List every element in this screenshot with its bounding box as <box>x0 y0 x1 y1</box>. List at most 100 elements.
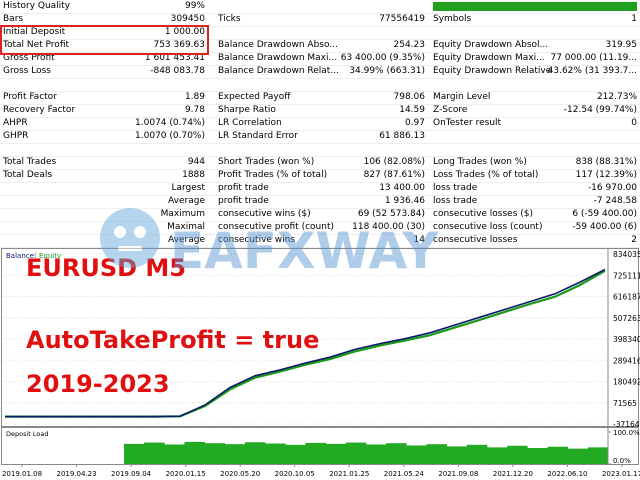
row-separator <box>0 169 640 170</box>
stat-label: Balance Drawdown Relat... <box>218 66 339 76</box>
row-separator <box>0 65 640 66</box>
x-tick-label: 2023.01.17 <box>602 470 640 478</box>
stat-value: 1 000.00 <box>164 27 205 37</box>
x-tick-label: 2019.09.04 <box>111 470 152 478</box>
load-bar <box>285 444 306 464</box>
stat-label: Profit Factor <box>3 92 57 102</box>
stat-value: 1 <box>631 14 637 24</box>
stat-value: 1888 <box>182 170 205 180</box>
row-separator <box>0 78 640 79</box>
stat-label: consecutive losses <box>433 235 518 245</box>
stat-value: 106 (82.08%) <box>363 157 425 167</box>
row-separator <box>0 195 640 196</box>
stat-value: 1.89 <box>184 92 205 102</box>
load-bar <box>406 445 427 464</box>
stat-value: 77556419 <box>379 14 425 24</box>
overlay-text: 2019-2023 <box>26 370 170 398</box>
stat-value: 14 <box>413 235 425 245</box>
load-bar <box>567 448 589 464</box>
x-tick-label: 2021.01.25 <box>329 470 369 478</box>
stat-value: Average <box>168 196 205 206</box>
stat-label: Profit Trades (% of total) <box>218 170 328 180</box>
stat-value: -848 083.78 <box>150 66 205 76</box>
stat-value: Maximal <box>167 222 205 232</box>
row-separator <box>0 104 640 105</box>
highlight-box <box>0 25 209 55</box>
load-bar <box>487 447 508 464</box>
load-bar <box>144 442 165 464</box>
stat-label: Total Net Profit <box>3 40 70 50</box>
stat-value: 6 (-59 400.00) <box>572 209 637 219</box>
load-bar <box>386 443 407 464</box>
stat-value: 13 400.00 <box>379 183 425 193</box>
load-bar <box>325 443 347 464</box>
legend-item: Equity <box>39 252 61 260</box>
stat-label: loss trade <box>433 196 478 206</box>
row-separator <box>0 208 640 209</box>
stat-label: OnTester result <box>433 118 502 128</box>
stat-value: 254.23 <box>393 40 426 50</box>
x-tick-label: 2020.01.15 <box>166 470 206 478</box>
stat-label: profit trade <box>218 196 269 206</box>
load-bar <box>305 442 326 464</box>
stat-label: Symbols <box>433 14 472 24</box>
stat-label: Total Trades <box>3 157 57 167</box>
stat-label: LR Standard Error <box>218 131 298 141</box>
stat-label: consecutive profit (count) <box>218 222 334 232</box>
stat-label: History Quality <box>3 1 71 11</box>
y-tick-label: 616187 <box>613 293 640 302</box>
chart: 834035 725111 616187 507263 398340 289416 1804… <box>1 248 640 478</box>
stat-value: Largest <box>171 183 205 193</box>
x-tick-label: 2021.09.08 <box>438 470 478 478</box>
x-tick-label: 2020.10.05 <box>275 470 315 478</box>
x-tick-label: 2019.01.08 <box>2 470 42 478</box>
stat-value: 117 (12.39%) <box>575 170 637 180</box>
stat-value: 944 <box>187 157 205 167</box>
row-separator <box>0 52 640 53</box>
stat-label: Sharpe Ratio <box>218 105 276 115</box>
load-bar <box>446 446 468 464</box>
stat-label: GHPR <box>3 131 29 141</box>
row-separator <box>0 234 640 235</box>
stat-label: Bars <box>3 14 24 24</box>
load-bar <box>366 444 387 464</box>
stat-label: LR Correlation <box>218 118 282 128</box>
history-bar <box>433 2 637 11</box>
load-bar <box>184 441 205 464</box>
row-separator <box>0 221 640 222</box>
stat-value: -7 248.58 <box>593 196 637 206</box>
plot-frame <box>1 248 639 427</box>
stat-label: Equity Drawdown Absol... <box>433 40 549 50</box>
stat-label: Expected Payoff <box>218 92 291 102</box>
stat-value: 2 <box>631 235 637 245</box>
load-bar <box>245 442 266 464</box>
load-title: Deposit Load <box>6 430 49 438</box>
stat-value: 0 <box>631 118 637 128</box>
stat-value: 309450 <box>170 14 205 24</box>
load-bar <box>124 443 145 464</box>
stat-value: 118 400.00 (30) <box>352 222 425 232</box>
load-bar <box>527 448 548 464</box>
y-tick-label: 71565 <box>613 399 637 408</box>
stat-value: 1 601 453.41 <box>144 53 205 63</box>
y-tick-label: 289416 <box>613 356 640 365</box>
x-tick-label: 2020.05.20 <box>220 470 260 478</box>
stat-value: 43.62% (31 393.7... <box>547 66 637 76</box>
stat-label: Short Trades (won %) <box>218 157 315 167</box>
y-tick-label: 398340 <box>613 335 640 344</box>
stat-label: Z-Score <box>433 105 468 115</box>
row-separator <box>0 130 640 131</box>
stat-label: Equity Drawdown Maxi... <box>433 53 545 63</box>
stat-label: Recovery Factor <box>3 105 76 115</box>
row-separator <box>0 143 640 144</box>
y-tick-label: 725111 <box>613 271 640 280</box>
load-bar <box>345 442 367 464</box>
stat-value: 1.0070 (0.70%) <box>135 131 205 141</box>
stat-label: Equity Drawdown Relative <box>433 66 552 76</box>
stat-label: consecutive losses ($) <box>433 209 534 219</box>
load-bar <box>164 444 185 464</box>
stat-label: Gross Profit <box>3 53 55 63</box>
stat-value: 1.0074 (0.74%) <box>135 118 205 128</box>
overlay-text: AutoTakeProfit = true <box>26 326 319 354</box>
y-tick-label: -37164 <box>613 420 640 429</box>
